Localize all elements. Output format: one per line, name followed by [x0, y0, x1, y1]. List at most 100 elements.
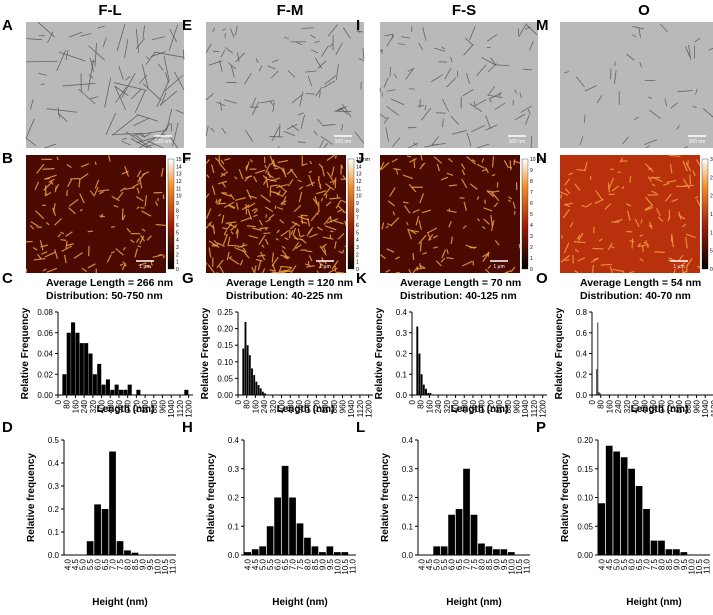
x-tick-label: 0 [54, 399, 63, 404]
texture [389, 187, 396, 197]
texture [708, 47, 713, 51]
colorbar-tick: 12 [176, 179, 182, 185]
texture [328, 267, 338, 274]
bar [470, 514, 478, 555]
bar [500, 549, 508, 555]
x-axis-label: Height (nm) [626, 597, 682, 608]
y-tick-label: 0.4 [48, 459, 60, 468]
x-tick-label: 1040 [701, 399, 710, 417]
texture [315, 190, 327, 195]
texture [239, 259, 244, 266]
texture [108, 155, 111, 162]
colorbar-tick: 8 [530, 179, 533, 185]
texture [228, 244, 239, 247]
bar [253, 375, 256, 395]
texture [473, 101, 476, 106]
bar [255, 381, 258, 395]
texture [581, 204, 586, 208]
texture [121, 170, 129, 175]
texture [156, 79, 170, 108]
y-tick-label: 0.0 [228, 551, 240, 560]
texture [257, 260, 262, 271]
texture [266, 172, 274, 179]
texture [634, 116, 639, 121]
texture [291, 221, 300, 227]
texture [451, 130, 467, 135]
texture [210, 127, 215, 132]
x-tick-label: 11.0 [522, 558, 531, 574]
texture [160, 168, 164, 177]
bar [244, 552, 252, 555]
texture [307, 76, 313, 87]
texture [447, 158, 453, 163]
texture [409, 157, 417, 163]
texture [138, 137, 157, 149]
texture [666, 179, 677, 184]
y-tick-label: 0.00 [577, 551, 593, 560]
texture [576, 168, 586, 172]
texture [267, 170, 272, 179]
texture [306, 181, 315, 187]
texture [154, 201, 159, 206]
texture [37, 21, 56, 38]
texture [300, 234, 305, 238]
texture [490, 220, 495, 232]
x-tick-label: 9.0 [672, 558, 681, 570]
texture [356, 28, 361, 33]
texture [280, 167, 286, 176]
colorbar-tick: 13 [356, 172, 362, 178]
y-axis-label: Relative Frequency [20, 307, 31, 399]
texture [614, 219, 623, 223]
texture [484, 167, 489, 174]
texture [210, 164, 215, 174]
texture [481, 225, 486, 230]
colorbar-label: 10 nm [530, 157, 544, 163]
texture [241, 249, 250, 259]
scale-label: 1 µm [493, 264, 504, 270]
texture [40, 244, 49, 248]
x-tick-label: 9.0 [318, 558, 327, 570]
texture [584, 161, 588, 172]
texture [435, 260, 442, 267]
texture [235, 52, 245, 63]
texture [461, 178, 468, 189]
texture [560, 235, 564, 239]
texture [90, 96, 99, 100]
bar [261, 391, 264, 395]
texture [297, 179, 302, 183]
x-tick-label: 960 [159, 399, 168, 413]
bar [110, 389, 115, 395]
texture [310, 34, 316, 39]
bar [259, 388, 262, 395]
texture [494, 239, 500, 246]
texture [344, 245, 347, 248]
texture [145, 56, 150, 61]
texture [213, 239, 219, 246]
texture [81, 267, 88, 273]
colorbar-tick: 20 [710, 194, 713, 200]
texture [385, 269, 391, 273]
y-tick-label: 0.20 [577, 436, 593, 445]
texture [80, 163, 90, 168]
texture [492, 190, 500, 193]
image-background [560, 22, 713, 148]
texture [218, 162, 227, 172]
texture [440, 257, 446, 263]
texture [271, 263, 276, 271]
texture [685, 162, 692, 172]
texture [283, 256, 289, 260]
x-tick-label: 10.5 [341, 558, 350, 574]
bar [62, 374, 67, 395]
scale-label: 100 nm [155, 139, 172, 145]
texture [469, 26, 476, 41]
texture [344, 220, 347, 226]
texture [490, 57, 497, 66]
texture [469, 103, 483, 112]
colorbar-tick: 5 [356, 230, 359, 236]
texture [46, 267, 58, 273]
texture [419, 193, 425, 204]
texture [98, 189, 110, 192]
x-tick-label: 880 [504, 399, 513, 413]
texture [260, 194, 271, 203]
texture [424, 105, 427, 111]
